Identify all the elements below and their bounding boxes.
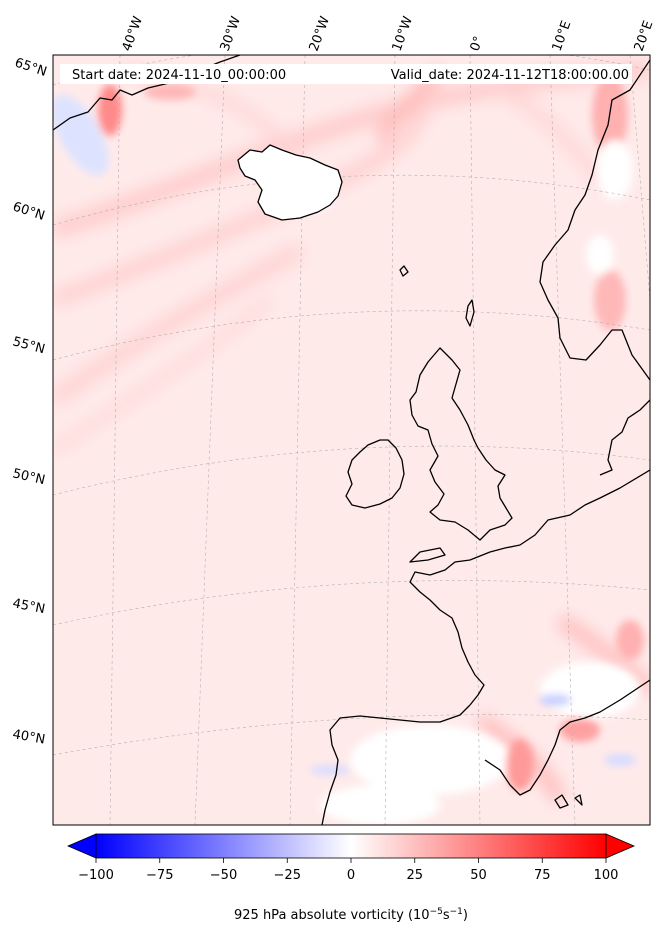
colorbar-label-exp1: −5 <box>430 907 443 917</box>
colorbar-extend-max <box>605 833 636 859</box>
lon-label-40w: 40°W <box>120 14 146 53</box>
colorbar-tick-label: 25 <box>406 868 423 883</box>
lon-label-10w: 10°W <box>390 14 416 53</box>
colorbar: −100 −75 −50 −25 0 25 50 75 100 925 hPa absolute… <box>66 833 636 923</box>
colorbar-tick-label: 0 <box>347 868 355 883</box>
lat-label-55n: 55°N <box>11 334 47 357</box>
coastlines <box>53 55 650 825</box>
colorbar-tick-label: −25 <box>274 868 301 883</box>
lon-label-30w: 30°W <box>218 14 244 53</box>
lon-label-0: 0° <box>468 34 487 53</box>
lat-label-50n: 50°N <box>11 466 46 488</box>
header-strip <box>60 64 632 84</box>
lon-label-20e: 20°E <box>632 19 657 54</box>
lat-label-40n: 40°N <box>11 727 46 747</box>
latitude-labels: 65°N 60°N 55°N 50°N 45°N 40°N <box>11 56 49 748</box>
colorbar-tick-label: −50 <box>210 868 237 883</box>
colorbar-tick-label: −75 <box>146 868 173 883</box>
valid-date-label: Valid_date: 2024-11-12T18:00:00.00 <box>391 68 629 83</box>
colorbar-extend-min <box>66 833 97 859</box>
iberia-coast <box>321 704 471 825</box>
lon-label-20w: 20°W <box>307 14 333 53</box>
ireland-coast <box>345 439 405 509</box>
colorbar-tick-label: −100 <box>78 868 114 883</box>
scandinavia-coast <box>539 59 650 381</box>
lat-label-60n: 60°N <box>11 200 47 224</box>
colorbar-label-main: 925 hPa absolute vorticity (10 <box>234 908 430 923</box>
france-coast <box>409 469 650 706</box>
colorbar-tick-label: 50 <box>470 868 487 883</box>
map-panel <box>53 55 650 825</box>
denmark-coast <box>599 399 650 476</box>
great-britain-coast <box>409 347 513 541</box>
map-frame <box>52 54 651 826</box>
lat-label-45n: 45°N <box>11 596 46 617</box>
colorbar-tick-label: 100 <box>594 868 619 883</box>
colorbar-label-mid: s <box>443 908 450 923</box>
colorbar-ticks: −100 −75 −50 −25 0 25 50 75 100 <box>78 858 618 883</box>
colorbar-label-exp2: −1 <box>450 907 463 917</box>
iceland-coast <box>237 144 343 221</box>
colorbar-label-end: ) <box>463 908 468 923</box>
longitude-labels: 40°W 30°W 20°W 10°W 0° 10°E 20°E <box>120 14 657 53</box>
colorbar-tick-label: 75 <box>534 868 551 883</box>
colorbar-label: 925 hPa absolute vorticity (10−5s−1) <box>234 907 468 923</box>
lon-label-10e: 10°E <box>550 19 575 54</box>
lat-label-65n: 65°N <box>13 56 49 80</box>
start-date-label: Start date: 2024-11-10_00:00:00 <box>72 68 286 83</box>
colorbar-gradient <box>95 833 607 859</box>
